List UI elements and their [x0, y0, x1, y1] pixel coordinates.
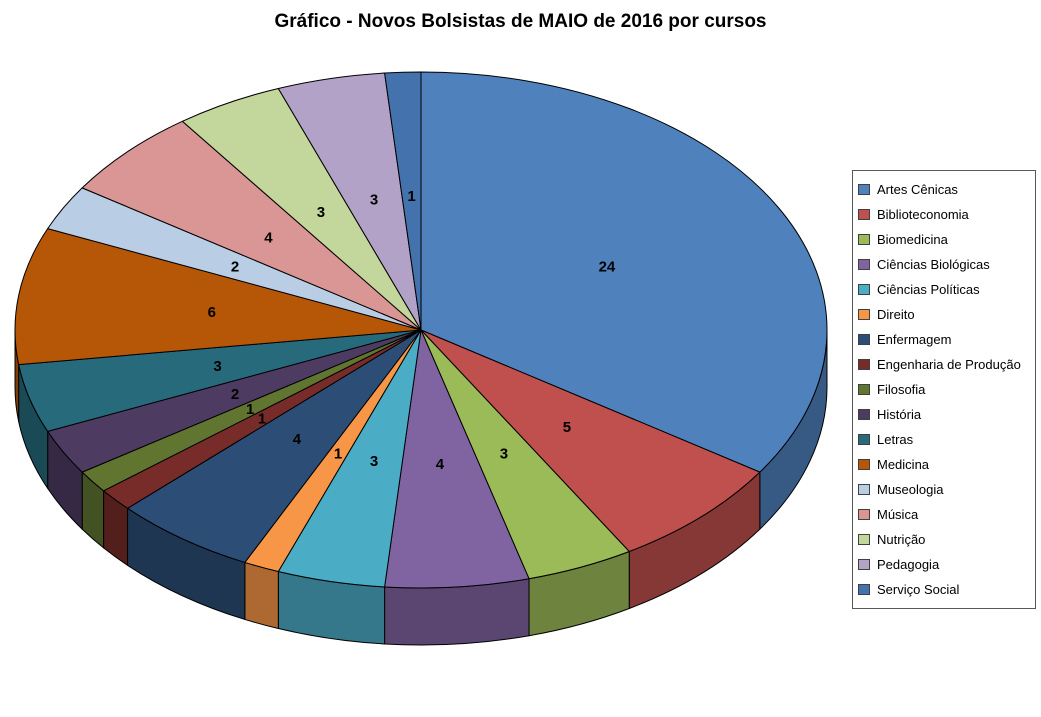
legend-label: Pedagogia [877, 557, 940, 572]
legend-swatch [858, 509, 870, 520]
pie-slice-biblioteconomia [420, 329, 761, 552]
legend-swatch [858, 259, 870, 270]
legend-item-ciencias-biologicas[interactable]: Ciências Biológicas [858, 252, 1030, 277]
chart-title: Gráfico - Novos Bolsistas de MAIO de 201… [274, 11, 767, 32]
pie-slice-enfermagem [127, 329, 422, 563]
legend-label: Letras [877, 432, 914, 447]
slice-value-label-biblioteconomia: 5 [563, 419, 571, 436]
legend-label: Medicina [877, 457, 930, 472]
legend-item-enfermagem[interactable]: Enfermagem [858, 327, 1030, 352]
legend-label: Ciências Biológicas [877, 257, 990, 272]
legend-swatch [858, 534, 870, 545]
legend-swatch [858, 284, 870, 295]
legend-label: Enfermagem [877, 332, 952, 347]
legend-swatch [858, 234, 870, 245]
legend-swatch [858, 484, 870, 495]
slice-value-label-biomedicina: 3 [500, 446, 508, 463]
legend-item-medicina[interactable]: Medicina [858, 452, 1030, 477]
legend-item-artes-cenicas[interactable]: Artes Cênicas [858, 177, 1030, 202]
slice-value-label-pedagogia: 3 [370, 191, 378, 208]
pie-slice-musica [81, 120, 422, 331]
legend-swatch [858, 434, 870, 445]
legend-item-direito[interactable]: Direito [858, 302, 1030, 327]
slice-value-label-musica: 4 [264, 230, 273, 247]
legend-swatch [858, 209, 870, 220]
slice-value-label-enfermagem: 4 [293, 431, 302, 448]
legend-swatch [858, 559, 870, 570]
legend-label: Nutrição [877, 532, 926, 547]
legend-swatch [858, 184, 870, 195]
slice-value-label-museologia: 2 [231, 259, 239, 276]
slice-value-label-filosofia: 1 [246, 401, 254, 418]
legend: Artes Cênicas Biblioteconomia Biomedicina C… [852, 170, 1036, 609]
legend-label: Biomedicina [877, 232, 948, 247]
slice-value-label-ciencias-politicas: 3 [370, 453, 378, 470]
legend-swatch [858, 384, 870, 395]
slice-value-label-servico-social: 1 [407, 188, 415, 205]
legend-swatch [858, 334, 870, 345]
legend-item-biomedicina[interactable]: Biomedicina [858, 227, 1030, 252]
pie-slice-medicina [14, 228, 422, 366]
legend-swatch [858, 359, 870, 370]
legend-swatch [858, 309, 870, 320]
legend-label: Filosofia [877, 382, 926, 397]
legend-item-musica[interactable]: Música [858, 502, 1030, 527]
legend-swatch [858, 584, 870, 595]
legend-item-letras[interactable]: Letras [858, 427, 1030, 452]
legend-item-ciencias-politicas[interactable]: Ciências Políticas [858, 277, 1030, 302]
slice-value-label-letras: 3 [213, 358, 221, 375]
pie-slice-side-direito [244, 561, 279, 630]
legend-item-nutricao[interactable]: Nutrição [858, 527, 1030, 552]
legend-label: Artes Cênicas [877, 182, 958, 197]
slice-value-label-artes-cenicas: 24 [599, 259, 616, 276]
slice-value-label-engenharia-de-producao: 1 [258, 411, 266, 428]
legend-item-biblioteconomia[interactable]: Biblioteconomia [858, 202, 1030, 227]
legend-item-servico-social[interactable]: Serviço Social [858, 577, 1030, 602]
legend-item-engenharia-de-producao[interactable]: Engenharia de Produção [858, 352, 1030, 377]
slice-value-label-direito: 1 [334, 446, 342, 463]
slice-value-label-historia: 2 [231, 386, 239, 403]
legend-swatch [858, 459, 870, 470]
legend-item-museologia[interactable]: Museologia [858, 477, 1030, 502]
legend-label: Música [877, 507, 919, 522]
legend-label: Museologia [877, 482, 944, 497]
pie-slice-servico-social [384, 71, 422, 331]
slice-value-label-nutricao: 3 [317, 204, 325, 221]
legend-swatch [858, 409, 870, 420]
legend-item-filosofia[interactable]: Filosofia [858, 377, 1030, 402]
legend-label: Biblioteconomia [877, 207, 969, 222]
pie-slice-side-ciencias-biologicas [384, 578, 530, 646]
legend-label: Engenharia de Produção [877, 357, 1021, 372]
slice-value-label-medicina: 6 [208, 304, 216, 321]
pie-slice-ciencias-biologicas [384, 329, 530, 589]
legend-label: Direito [877, 307, 915, 322]
legend-label: Ciências Políticas [877, 282, 980, 297]
legend-item-historia[interactable]: História [858, 402, 1030, 427]
slice-value-label-ciencias-biologicas: 4 [436, 456, 445, 473]
legend-item-pedagogia[interactable]: Pedagogia [858, 552, 1030, 577]
legend-label: Serviço Social [877, 582, 960, 597]
legend-label: História [877, 407, 922, 422]
